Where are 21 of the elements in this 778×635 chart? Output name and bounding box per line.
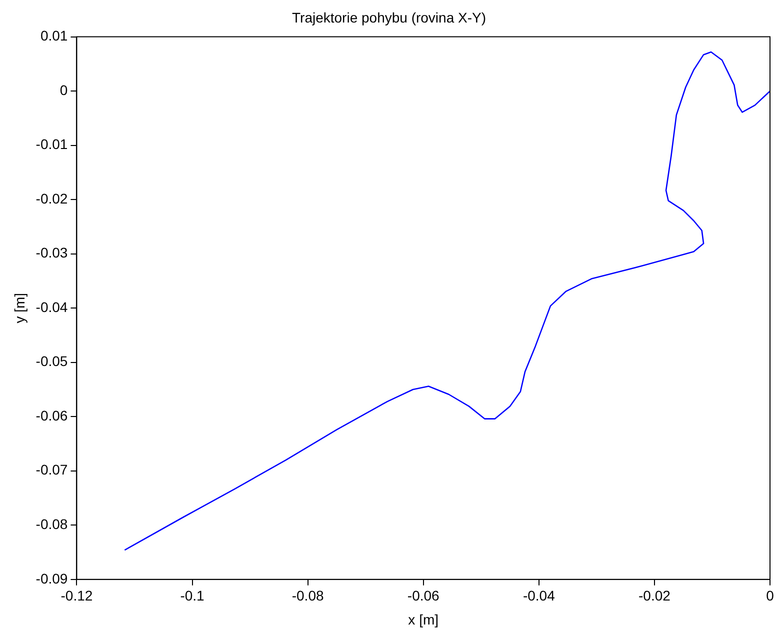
- y-tick-label: 0.01: [40, 28, 68, 44]
- x-tick-label: 0: [766, 588, 774, 604]
- x-tick-label: -0.02: [638, 588, 671, 604]
- x-tick-label: -0.12: [60, 588, 93, 604]
- y-tick-label: -0.05: [36, 353, 68, 370]
- x-tick-label: -0.04: [522, 588, 556, 604]
- y-tick-label: -0.02: [36, 190, 68, 206]
- y-tick-label: -0.01: [36, 136, 68, 152]
- y-tick-label: -0.06: [36, 407, 68, 424]
- x-tick-label: -0.1: [180, 588, 205, 604]
- y-tick-label: -0.09: [36, 570, 68, 586]
- chart-title: Trajektorie pohybu (rovina X-Y): [292, 9, 486, 26]
- x-axis-title: x [m]: [408, 611, 439, 628]
- y-tick-label: -0.08: [36, 516, 68, 532]
- y-tick-label: -0.07: [36, 462, 68, 478]
- y-tick-label: -0.04: [36, 298, 68, 315]
- y-axis-title: y [m]: [11, 292, 28, 324]
- x-tick-label: -0.06: [407, 588, 440, 604]
- y-tick-label: -0.03: [36, 244, 68, 261]
- y-tick-label: 0: [60, 82, 68, 98]
- x-tick-label: -0.08: [292, 588, 324, 604]
